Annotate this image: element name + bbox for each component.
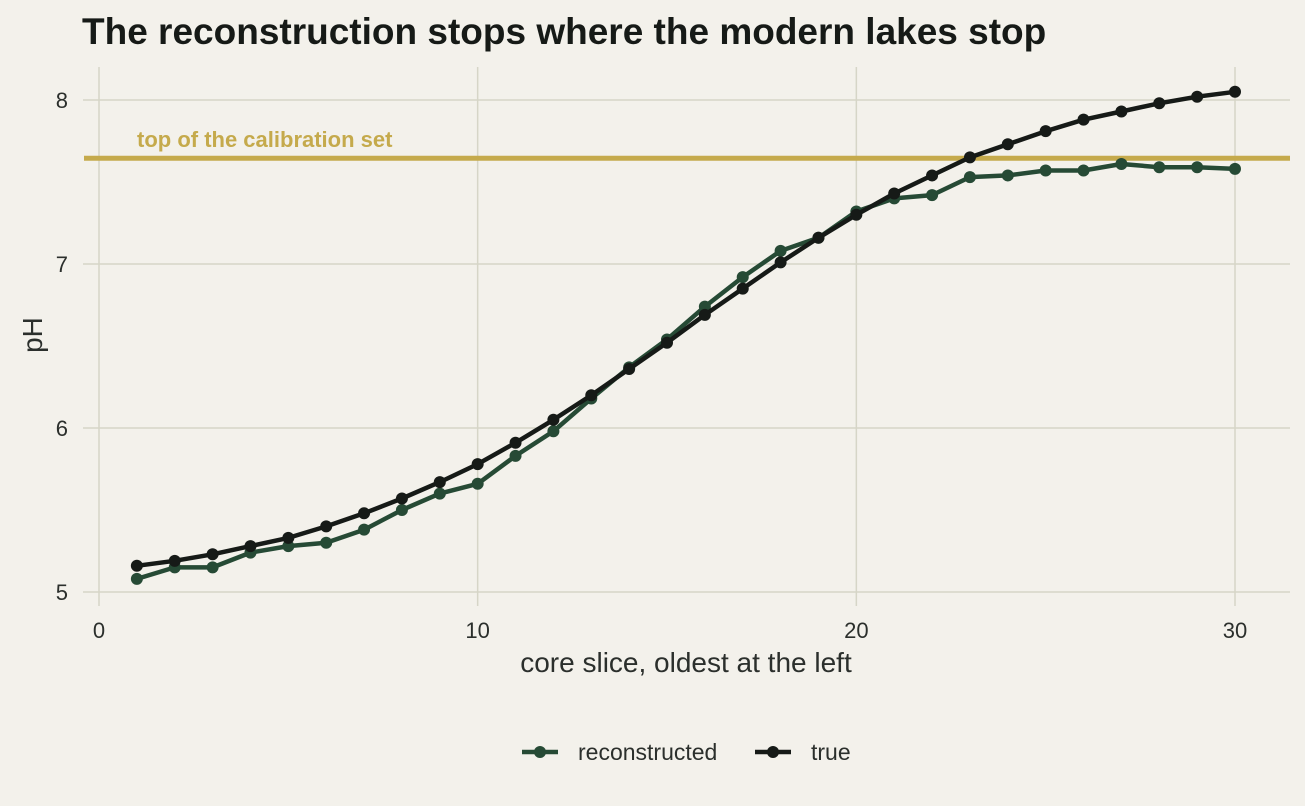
- data-point-true: [736, 282, 749, 295]
- data-point-reconstructed: [774, 244, 787, 257]
- series-true: [130, 85, 1241, 572]
- reference-line-label: top of the calibration set: [137, 127, 393, 152]
- data-point-true: [963, 151, 976, 164]
- data-point-true: [661, 336, 673, 349]
- data-point-true: [395, 492, 408, 505]
- data-point-true: [585, 389, 598, 402]
- data-point-true: [623, 362, 636, 375]
- legend: reconstructed true: [522, 739, 851, 765]
- data-point-reconstructed: [320, 536, 333, 549]
- x-tick-label: 10: [465, 618, 489, 643]
- y-tick-label: 8: [56, 88, 68, 113]
- data-point-reconstructed: [282, 540, 295, 553]
- legend-label-true: true: [811, 739, 851, 765]
- x-axis-title: core slice, oldest at the left: [520, 647, 852, 678]
- data-point-true: [471, 458, 484, 471]
- legend-swatch-point-true: [767, 746, 779, 758]
- data-point-reconstructed: [130, 572, 143, 585]
- data-point-reconstructed: [1229, 162, 1241, 175]
- data-point-true: [1039, 125, 1052, 138]
- data-point-true: [547, 413, 560, 426]
- y-tick-label: 6: [56, 416, 68, 441]
- data-point-true: [130, 559, 143, 572]
- data-point-true: [1153, 97, 1166, 110]
- data-point-true: [698, 308, 711, 321]
- data-point-true: [1077, 113, 1090, 126]
- x-tick-label: 30: [1223, 618, 1247, 643]
- tick-labels: 5 6 7 8 0 10 20 30: [56, 88, 1247, 643]
- data-point-reconstructed: [433, 487, 446, 500]
- data-point-reconstructed: [471, 477, 484, 490]
- reference-line-group: top of the calibration set: [84, 127, 1290, 161]
- data-point-true: [1115, 105, 1128, 118]
- data-point-true: [1191, 90, 1204, 103]
- data-point-true: [509, 436, 522, 449]
- series-line-true: [134, 89, 1238, 569]
- data-point-true: [926, 169, 939, 182]
- series-reconstructed: [130, 157, 1241, 585]
- x-tick-label: 20: [844, 618, 868, 643]
- data-point-reconstructed: [1115, 157, 1128, 170]
- data-point-reconstructed: [963, 171, 976, 184]
- data-point-reconstructed: [698, 300, 711, 313]
- data-point-reconstructed: [1191, 161, 1204, 174]
- series-line-reconstructed: [134, 161, 1238, 582]
- legend-swatch-point-reconstructed: [534, 746, 546, 758]
- y-tick-label: 7: [56, 252, 68, 277]
- data-point-reconstructed: [395, 504, 408, 516]
- data-point-reconstructed: [206, 561, 219, 574]
- data-point-true: [433, 476, 446, 489]
- y-axis-title: pH: [17, 317, 48, 353]
- data-point-true: [358, 507, 371, 520]
- data-point-reconstructed: [1039, 164, 1052, 177]
- data-point-true: [1001, 138, 1014, 151]
- data-point-reconstructed: [736, 271, 749, 284]
- data-point-true: [320, 520, 333, 533]
- y-tick-label: 5: [56, 580, 68, 605]
- data-point-reconstructed: [1077, 164, 1090, 177]
- data-point-true: [888, 187, 901, 200]
- data-point-true: [850, 208, 863, 221]
- data-point-true: [206, 548, 219, 561]
- data-point-true: [812, 231, 825, 244]
- data-point-true: [168, 554, 181, 567]
- data-point-true: [282, 531, 295, 544]
- data-point-reconstructed: [1001, 169, 1014, 182]
- data-point-reconstructed: [509, 449, 522, 462]
- data-point-reconstructed: [547, 425, 560, 438]
- data-point-true: [1229, 85, 1241, 98]
- data-point-reconstructed: [926, 189, 939, 202]
- series-group: [130, 85, 1241, 585]
- x-tick-label: 0: [93, 618, 105, 643]
- data-point-reconstructed: [358, 523, 371, 536]
- data-point-true: [774, 256, 787, 269]
- chart-title: The reconstruction stops where the moder…: [82, 11, 1046, 52]
- data-point-reconstructed: [1153, 161, 1166, 174]
- legend-label-reconstructed: reconstructed: [578, 739, 717, 765]
- data-point-true: [244, 540, 257, 553]
